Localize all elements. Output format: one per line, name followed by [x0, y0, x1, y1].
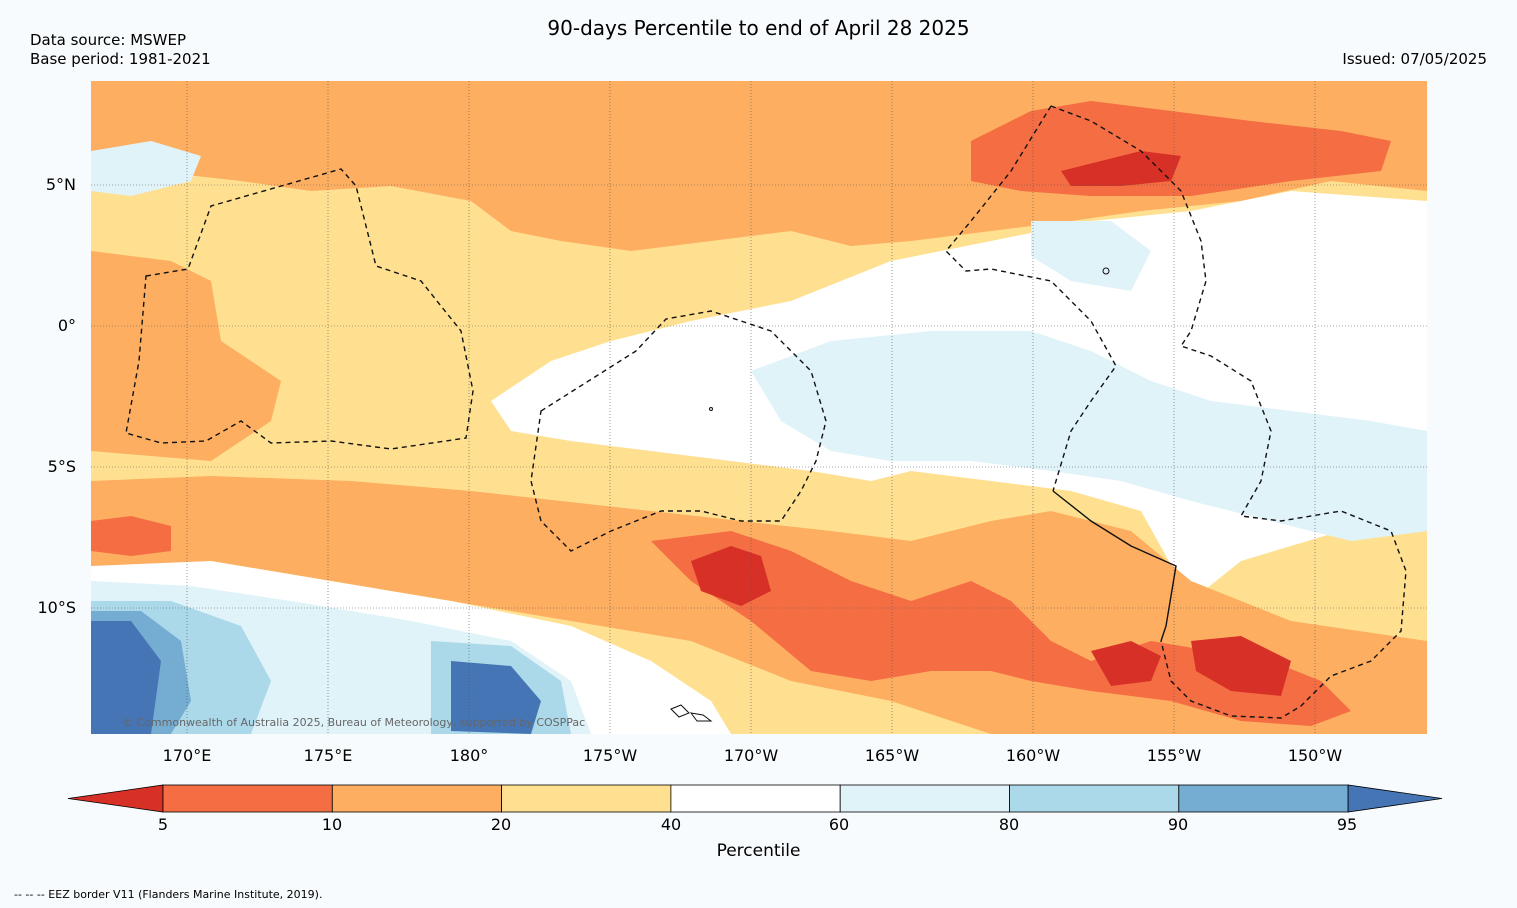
colorbar-segments	[67, 784, 1443, 813]
map-region-redorange-south	[651, 531, 1351, 726]
eez-borders	[125, 105, 1407, 719]
percentile-map	[91, 81, 1427, 734]
map-region-darkblue-sw	[91, 621, 161, 734]
colorbar-tick-95: 95	[1336, 815, 1358, 834]
eez-border-phoenix	[530, 310, 827, 552]
map-region-red-north	[1061, 151, 1181, 186]
lon-label-175e: 175°E	[303, 746, 353, 765]
eez-border-kiribati-gilbert	[125, 168, 474, 450]
colorbar-tick-80: 80	[998, 815, 1020, 834]
colorbar-segment	[670, 784, 841, 813]
colorbar-segment	[1009, 784, 1180, 813]
lat-label-5s: 5°S	[47, 457, 76, 476]
lat-label-10s: 10°S	[37, 598, 76, 617]
map-region-lightblue-mid	[751, 331, 1427, 541]
eez-border-line-west	[945, 105, 1117, 492]
map-region-darkblue-sw2	[451, 661, 541, 734]
lat-label-0: 0°	[57, 316, 76, 335]
copyright-text: © Commonwealth of Australia 2025, Bureau…	[122, 716, 586, 729]
base-period-text: Base period: 1981-2021	[30, 50, 211, 68]
colorbar-title: Percentile	[716, 841, 801, 861]
colorbar-tick-60: 60	[828, 815, 850, 834]
map-title: 90-days Percentile to end of April 28 20…	[547, 16, 970, 40]
colorbar-segment	[1178, 784, 1349, 813]
lon-label-150w: 150°W	[1287, 746, 1343, 765]
colorbar-arrow-high	[1347, 784, 1443, 813]
colorbar-tick-10: 10	[321, 815, 343, 834]
map-region-red-south3	[1191, 636, 1291, 696]
lon-label-170e: 170°E	[162, 746, 212, 765]
colorbar-tick-90: 90	[1167, 815, 1189, 834]
eez-border-solid	[1052, 490, 1177, 642]
colorbar	[67, 784, 1443, 813]
issued-date-text: Issued: 07/05/2025	[1342, 50, 1487, 68]
colorbar-segment	[839, 784, 1010, 813]
lon-label-160w: 160°W	[1005, 746, 1061, 765]
colorbar-tick-40: 40	[660, 815, 682, 834]
colorbar-arrow-low	[67, 784, 164, 813]
data-source-text: Data source: MSWEP	[30, 31, 187, 49]
eez-border-line-north	[1050, 105, 1407, 719]
lat-label-5n: 5°N	[45, 175, 76, 194]
lon-label-165w: 165°W	[864, 746, 920, 765]
island-samoa	[670, 704, 690, 718]
colorbar-segment	[501, 784, 672, 813]
map-region-orange-left	[91, 251, 281, 461]
map-region-lightblue-north	[1031, 221, 1151, 291]
map-region-red-south2	[1091, 641, 1161, 686]
colorbar-tick-20: 20	[490, 815, 512, 834]
map-region-lightblue-nw	[91, 141, 201, 196]
colorbar-segment	[331, 784, 502, 813]
island-outlines	[670, 267, 1110, 722]
map-gridlines	[91, 81, 1427, 734]
map-canvas	[91, 81, 1427, 734]
island-samoa-2	[689, 712, 713, 722]
lon-label-155w: 155°W	[1146, 746, 1202, 765]
lon-label-170w: 170°W	[723, 746, 779, 765]
colorbar-tick-5: 5	[157, 815, 169, 834]
colorbar-segment	[162, 784, 333, 813]
map-region-redorange-west	[91, 516, 171, 556]
lon-label-175w: 175°W	[582, 746, 638, 765]
lon-label-180: 180°	[449, 746, 489, 765]
footer-eez-note: -- -- -- EEZ border V11 (Flanders Marine…	[14, 888, 323, 901]
